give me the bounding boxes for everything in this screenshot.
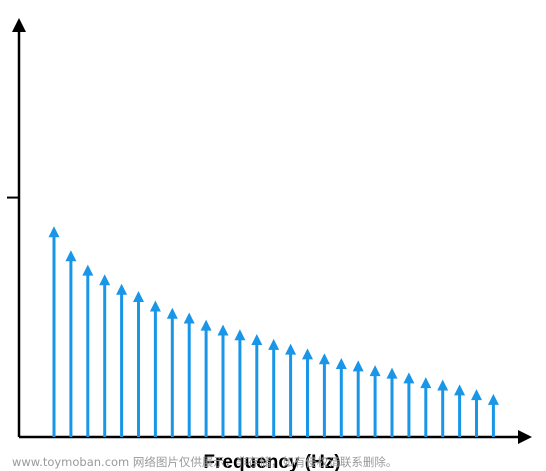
stem-1 bbox=[48, 226, 60, 437]
stem-arrow-icon bbox=[251, 334, 263, 346]
stem-arrow-icon bbox=[166, 307, 178, 319]
stem-arrow-icon bbox=[149, 300, 161, 312]
stem-arrow-icon bbox=[200, 319, 212, 331]
stem-arrow-icon bbox=[116, 283, 128, 295]
stem-19 bbox=[352, 360, 364, 437]
stem-18 bbox=[335, 357, 347, 437]
stem-11 bbox=[217, 324, 229, 437]
stem-arrow-icon bbox=[285, 343, 297, 355]
stem-arrow-icon bbox=[217, 324, 229, 336]
stem-arrow-icon bbox=[82, 264, 94, 276]
stem-8 bbox=[166, 307, 178, 437]
stem-arrow-icon bbox=[386, 367, 398, 379]
stem-arrow-icon bbox=[268, 338, 280, 350]
stem-10 bbox=[200, 319, 212, 437]
stem-arrow-icon bbox=[133, 290, 144, 302]
stem-arrow-icon bbox=[403, 372, 415, 384]
stem-arrow-icon bbox=[234, 329, 246, 341]
stem-2 bbox=[65, 250, 77, 437]
stem-16 bbox=[302, 348, 313, 437]
stem-5 bbox=[116, 283, 128, 437]
stem-25 bbox=[454, 384, 466, 437]
stem-15 bbox=[285, 343, 297, 437]
stem-arrow-icon bbox=[437, 379, 449, 391]
stem-arrow-icon bbox=[302, 348, 313, 360]
stem-27 bbox=[487, 393, 499, 437]
stem-arrow-icon bbox=[420, 377, 432, 389]
stem-7 bbox=[149, 300, 161, 437]
watermark: www.toymoban.com 网络图片仅供展示，非存储，如有侵权请联系删除。 bbox=[12, 455, 397, 469]
stem-arrow-icon bbox=[183, 312, 195, 324]
stem-14 bbox=[268, 338, 280, 437]
stem-6 bbox=[133, 290, 144, 437]
stem-4 bbox=[99, 274, 111, 437]
chart-axes bbox=[12, 18, 532, 444]
stem-arrow-icon bbox=[318, 353, 330, 365]
stem-13 bbox=[251, 334, 263, 437]
stem-22 bbox=[403, 372, 415, 437]
stem-24 bbox=[437, 379, 449, 437]
stem-9 bbox=[183, 312, 195, 437]
stem-12 bbox=[234, 329, 246, 437]
stem-arrow-icon bbox=[454, 384, 466, 396]
stem-arrow-icon bbox=[65, 250, 77, 262]
stem-26 bbox=[471, 389, 482, 437]
stem-arrow-icon bbox=[99, 274, 111, 286]
stem-arrow-icon bbox=[352, 360, 364, 372]
stem-23 bbox=[420, 377, 432, 437]
stem-arrow-icon bbox=[48, 226, 60, 238]
stems bbox=[48, 226, 499, 437]
stem-21 bbox=[386, 367, 398, 437]
stem-17 bbox=[318, 353, 330, 437]
x-axis-arrow-icon bbox=[518, 430, 532, 444]
stem-20 bbox=[369, 365, 381, 437]
stem-3 bbox=[82, 264, 94, 437]
stem-arrow-icon bbox=[471, 389, 482, 401]
stem-arrow-icon bbox=[335, 357, 347, 369]
stem-arrow-icon bbox=[369, 365, 381, 377]
stem-arrow-icon bbox=[487, 393, 499, 405]
x-axis-label: Frequency (Hz) bbox=[203, 452, 340, 471]
y-axis-arrow-icon bbox=[12, 18, 26, 32]
